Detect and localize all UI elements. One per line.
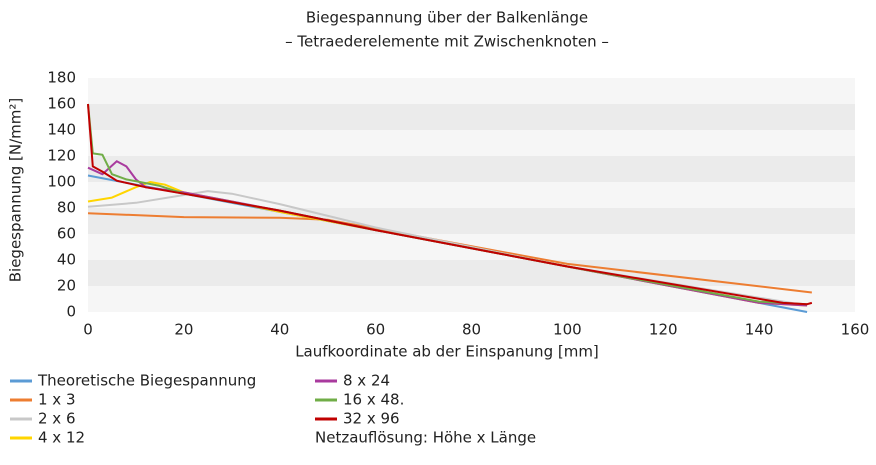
grid-band (88, 104, 855, 130)
line-series (87, 103, 813, 306)
y-tick-label: 60 (57, 225, 76, 243)
grid-band (88, 286, 855, 312)
x-tick-label: 20 (174, 321, 193, 339)
x-axis-label: Laufkoordinate ab der Einspanung [mm] (295, 343, 599, 361)
y-tick-label: 20 (57, 277, 76, 295)
grid-band (88, 208, 855, 234)
x-tick-label: 100 (553, 321, 582, 339)
legend-label: 8 x 24 (343, 372, 390, 390)
x-tick-label: 60 (366, 321, 385, 339)
legend-label: 16 x 48. (343, 391, 404, 409)
x-tick-label: 40 (270, 321, 289, 339)
x-tick-label: 0 (83, 321, 93, 339)
x-tick-label: 120 (649, 321, 678, 339)
x-tick-label: 80 (462, 321, 481, 339)
grid-band (88, 156, 855, 182)
grid-band (88, 260, 855, 286)
y-tick-label: 120 (47, 147, 76, 165)
x-tick-label: 140 (745, 321, 774, 339)
y-tick-label: 100 (47, 173, 76, 191)
grid-band (88, 78, 855, 104)
legend-label: Theoretische Biegespannung (37, 372, 256, 390)
y-axis-label: Biegespannung [N/mm²] (7, 98, 25, 283)
chart-title: Biegespannung über der Balkenlänge (306, 9, 588, 27)
chart-subtitle: – Tetraederelemente mit Zwischenknoten – (285, 33, 609, 51)
y-tick-label: 160 (47, 95, 76, 113)
y-tick-label: 140 (47, 121, 76, 139)
legend-label: 4 x 12 (38, 429, 85, 447)
legend-label: 32 x 96 (343, 410, 400, 428)
grid-band (88, 130, 855, 156)
plot-background (88, 78, 855, 312)
x-tick-label: 160 (841, 321, 870, 339)
legend-note: Netzauflösung: Höhe x Länge (315, 429, 536, 447)
legend-label: 1 x 3 (38, 391, 76, 409)
y-tick-label: 40 (57, 251, 76, 269)
y-tick-label: 180 (47, 69, 76, 87)
y-tick-label: 0 (66, 303, 76, 321)
grid-band (88, 182, 855, 208)
line-series (87, 212, 812, 294)
y-tick-label: 80 (57, 199, 76, 217)
legend-label: 2 x 6 (38, 410, 76, 428)
